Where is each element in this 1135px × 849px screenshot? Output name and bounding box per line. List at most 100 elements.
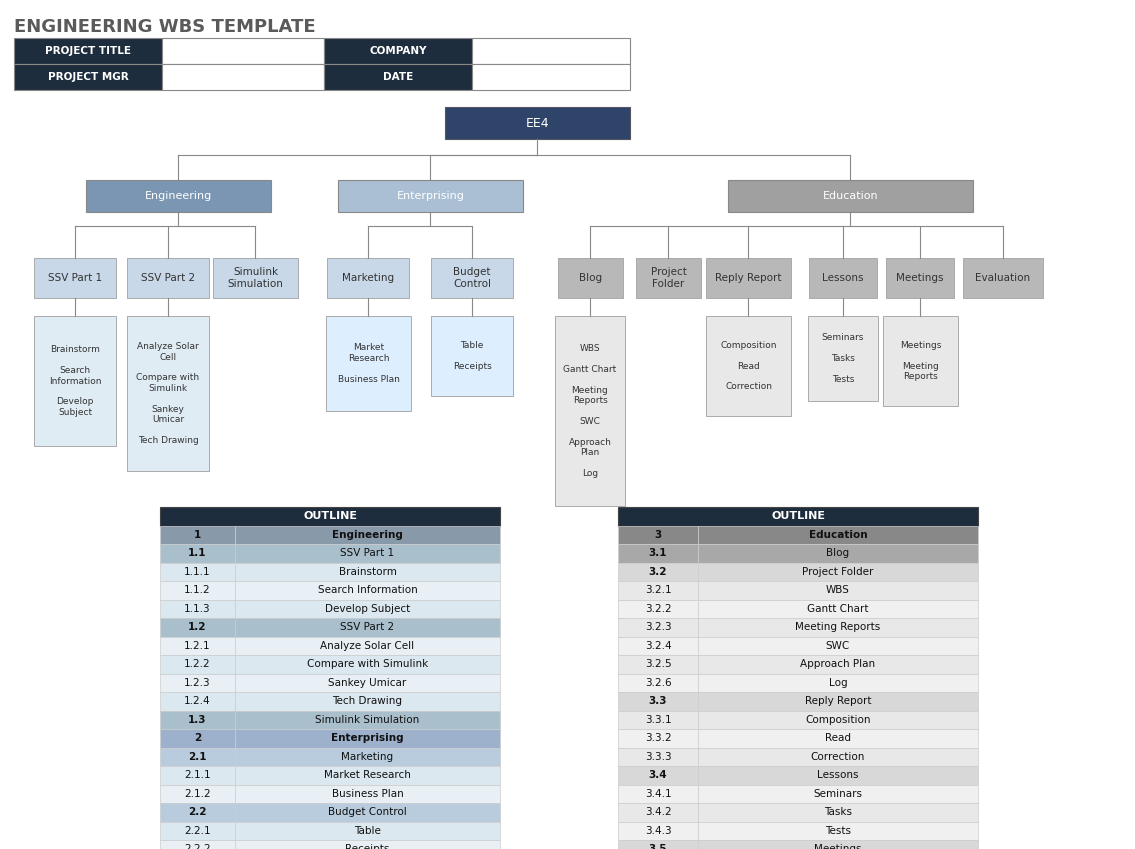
Bar (808, 316, 878, 401)
Bar (698, 673, 978, 692)
Bar (160, 655, 235, 673)
Bar (327, 258, 409, 298)
Text: Reply Report: Reply Report (715, 273, 782, 283)
Bar (160, 637, 235, 655)
Bar (160, 711, 235, 729)
Text: 3.4.3: 3.4.3 (645, 826, 671, 835)
Bar (617, 822, 698, 840)
Bar (160, 784, 235, 803)
Bar (617, 618, 698, 637)
Text: Blog: Blog (579, 273, 602, 283)
Text: Table: Table (354, 826, 381, 835)
Bar (698, 729, 978, 747)
Bar (617, 747, 698, 766)
Text: 1.3: 1.3 (188, 715, 207, 725)
Text: Seminars

Tasks

Tests: Seminars Tasks Tests (822, 333, 864, 384)
Text: 2.2.2: 2.2.2 (184, 844, 211, 849)
Bar (235, 822, 501, 840)
Bar (617, 692, 698, 711)
Text: 3.2.4: 3.2.4 (645, 641, 671, 650)
Text: Receipts: Receipts (345, 844, 389, 849)
Text: 3.5: 3.5 (649, 844, 667, 849)
Bar (235, 673, 501, 692)
Bar (962, 258, 1043, 298)
Text: Simulink Simulation: Simulink Simulation (316, 715, 420, 725)
Text: SSV Part 1: SSV Part 1 (48, 273, 102, 283)
Text: 3.3.1: 3.3.1 (645, 715, 671, 725)
Text: 1.2.4: 1.2.4 (184, 696, 211, 706)
Text: Marketing: Marketing (342, 751, 394, 762)
Bar (235, 803, 501, 822)
Bar (34, 258, 116, 298)
Text: Seminars: Seminars (814, 789, 863, 799)
Bar (127, 258, 209, 298)
Text: Meetings

Meeting
Reports: Meetings Meeting Reports (900, 341, 941, 381)
Bar (162, 38, 323, 64)
Bar (160, 544, 235, 563)
Bar (160, 822, 235, 840)
Text: Analyze Solar Cell: Analyze Solar Cell (320, 641, 414, 650)
Text: Simulink
Simulation: Simulink Simulation (227, 267, 284, 289)
Text: WBS: WBS (826, 585, 850, 595)
Bar (235, 729, 501, 747)
Text: 3.3.3: 3.3.3 (645, 751, 671, 762)
Bar (698, 766, 978, 784)
Bar (160, 563, 235, 581)
Text: Budget
Control: Budget Control (453, 267, 491, 289)
Text: Search Information: Search Information (318, 585, 418, 595)
Bar (809, 258, 877, 298)
Text: Brainstorm: Brainstorm (338, 567, 396, 576)
Bar (235, 784, 501, 803)
Bar (617, 637, 698, 655)
Text: 2.1.1: 2.1.1 (184, 770, 211, 780)
Text: 1.1.2: 1.1.2 (184, 585, 211, 595)
Text: Enterprising: Enterprising (331, 734, 404, 743)
Text: Analyze Solar
Cell

Compare with
Simulink

Sankey
Umicar

Tech Drawing: Analyze Solar Cell Compare with Simulink… (136, 342, 200, 445)
Text: 1.1.1: 1.1.1 (184, 567, 211, 576)
Bar (698, 526, 978, 544)
Text: Compare with Simulink: Compare with Simulink (306, 660, 428, 669)
Text: SSV Part 1: SSV Part 1 (340, 548, 395, 559)
Bar (617, 526, 698, 544)
Text: Education: Education (808, 530, 867, 540)
Bar (698, 599, 978, 618)
Bar (160, 599, 235, 618)
Text: PROJECT MGR: PROJECT MGR (48, 72, 128, 82)
Text: Meetings: Meetings (897, 273, 943, 283)
Bar (160, 507, 501, 526)
Bar (235, 655, 501, 673)
Bar (235, 563, 501, 581)
Bar (235, 544, 501, 563)
Text: 3.4.1: 3.4.1 (645, 789, 671, 799)
Bar (14, 38, 162, 64)
Text: 1.2.1: 1.2.1 (184, 641, 211, 650)
Text: SSV Part 2: SSV Part 2 (340, 622, 395, 633)
Bar (698, 747, 978, 766)
Bar (235, 692, 501, 711)
Text: 2.1: 2.1 (188, 751, 207, 762)
Bar (706, 258, 791, 298)
Text: 1.2.3: 1.2.3 (184, 678, 211, 688)
Text: Reply Report: Reply Report (805, 696, 872, 706)
Bar (617, 840, 698, 849)
Text: Meeting Reports: Meeting Reports (796, 622, 881, 633)
Text: 3.2.5: 3.2.5 (645, 660, 671, 669)
Bar (160, 729, 235, 747)
Bar (698, 655, 978, 673)
Text: Table

Receipts: Table Receipts (453, 341, 491, 371)
Text: 1.2.2: 1.2.2 (184, 660, 211, 669)
Bar (698, 544, 978, 563)
Text: WBS

Gantt Chart

Meeting
Reports

SWC

Approach
Plan

Log: WBS Gantt Chart Meeting Reports SWC Appr… (563, 344, 616, 478)
Text: 1.1: 1.1 (188, 548, 207, 559)
Bar (160, 581, 235, 599)
Bar (617, 507, 978, 526)
Bar (34, 316, 116, 446)
Bar (617, 599, 698, 618)
Bar (636, 258, 701, 298)
Bar (698, 563, 978, 581)
Bar (160, 673, 235, 692)
Bar (14, 64, 162, 90)
Text: 1: 1 (194, 530, 201, 540)
Text: 3.1: 3.1 (649, 548, 667, 559)
Bar (698, 692, 978, 711)
